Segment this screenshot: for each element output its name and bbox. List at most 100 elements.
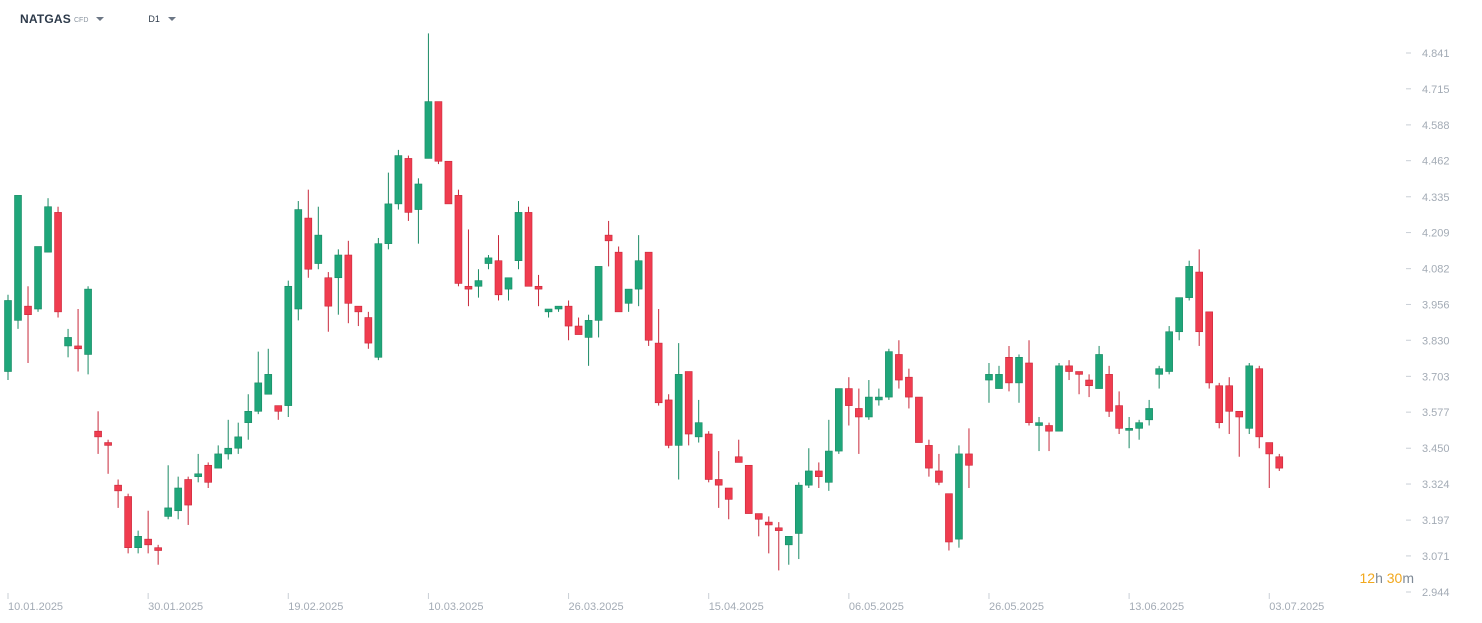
candle-18[interactable] [184,476,192,525]
candle-46[interactable] [464,229,473,307]
candle-85[interactable] [855,388,863,454]
candle-87[interactable] [875,388,883,406]
candle-109[interactable] [1095,345,1103,389]
candle-61[interactable] [614,246,623,313]
candle-38[interactable] [384,172,393,250]
candle-4[interactable] [44,198,52,253]
candle-119[interactable] [1195,249,1203,346]
candle-45[interactable] [454,189,463,287]
candle-89[interactable] [895,340,903,389]
candle-108[interactable] [1085,374,1093,398]
candle-80[interactable] [804,448,813,489]
candle-1[interactable] [14,195,22,329]
candle-95[interactable] [955,445,963,548]
candle-107[interactable] [1075,371,1083,395]
candle-37[interactable] [374,237,383,361]
candle-115[interactable] [1155,365,1163,389]
candle-58[interactable] [584,314,593,366]
candle-69[interactable] [694,399,703,443]
candle-83[interactable] [835,388,843,454]
candle-12[interactable] [124,493,132,554]
candle-62[interactable] [624,288,633,312]
candle-92[interactable] [925,439,933,477]
candle-15[interactable] [154,544,162,565]
candle-66[interactable] [664,394,673,449]
candle-6[interactable] [64,328,72,358]
candle-100[interactable] [1005,345,1013,392]
candle-84[interactable] [845,377,853,426]
candle-31[interactable] [314,206,323,270]
candle-14[interactable] [144,510,152,554]
candle-120[interactable] [1205,311,1213,389]
candle-96[interactable] [965,428,973,489]
candle-35[interactable] [354,305,363,327]
candle-81[interactable] [815,462,823,489]
candle-29[interactable] [294,201,303,321]
candle-103[interactable] [1035,416,1043,452]
candle-11[interactable] [114,479,122,508]
candle-76[interactable] [764,516,773,554]
candle-28[interactable] [284,280,293,417]
candle-9[interactable] [94,411,102,454]
candle-59[interactable] [594,266,603,338]
candle-51[interactable] [514,201,523,270]
candle-64[interactable] [644,251,653,346]
candle-20[interactable] [204,462,212,489]
candle-40[interactable] [404,155,413,221]
candle-53[interactable] [534,274,543,307]
candle-22[interactable] [224,419,233,460]
candle-123[interactable] [1235,410,1244,457]
candle-17[interactable] [174,476,182,520]
candle-32[interactable] [324,272,333,332]
candle-27[interactable] [274,405,283,420]
candle-25[interactable] [254,351,263,415]
candle-33[interactable] [334,249,343,315]
candle-102[interactable] [1025,340,1033,426]
candle-75[interactable] [754,513,763,537]
candle-7[interactable] [74,309,82,372]
candle-78[interactable] [784,536,793,565]
candle-101[interactable] [1015,354,1023,403]
candle-79[interactable] [794,482,803,560]
candle-74[interactable] [744,464,753,514]
candle-98[interactable] [985,362,993,403]
candle-68[interactable] [684,371,693,446]
candle-65[interactable] [654,309,663,406]
candle-34[interactable] [344,240,353,324]
candle-24[interactable] [244,394,253,440]
candle-105[interactable] [1055,362,1063,432]
candle-0[interactable] [4,294,12,381]
candle-42[interactable] [424,33,433,159]
instrument-symbol[interactable]: NATGAS [20,12,71,26]
candle-90[interactable] [905,368,913,409]
candle-110[interactable] [1105,365,1113,417]
candle-91[interactable] [915,396,923,443]
candle-104[interactable] [1045,422,1053,452]
candle-21[interactable] [214,445,223,469]
candle-41[interactable] [414,178,423,244]
candle-13[interactable] [134,530,142,554]
candle-125[interactable] [1255,365,1264,449]
candle-112[interactable] [1125,416,1133,449]
candle-121[interactable] [1215,382,1224,429]
candle-88[interactable] [885,348,893,400]
timeframe-dropdown-chevron-icon[interactable] [167,17,176,21]
candle-116[interactable] [1165,326,1173,375]
timeframe-selector[interactable]: D1 [148,14,160,24]
candle-50[interactable] [504,277,513,301]
candle-16[interactable] [164,465,172,520]
candle-8[interactable] [84,286,92,375]
candle-117[interactable] [1175,297,1183,341]
candle-19[interactable] [194,453,202,483]
candle-122[interactable] [1225,377,1234,435]
candle-93[interactable] [935,453,943,486]
candle-47[interactable] [474,269,483,298]
candle-99[interactable] [995,365,1003,389]
candle-73[interactable] [734,439,743,463]
candle-126[interactable] [1265,442,1274,489]
candle-3[interactable] [34,246,42,312]
candle-26[interactable] [264,348,273,395]
candle-52[interactable] [524,206,533,287]
candle-36[interactable] [364,311,373,349]
candle-114[interactable] [1145,399,1153,426]
